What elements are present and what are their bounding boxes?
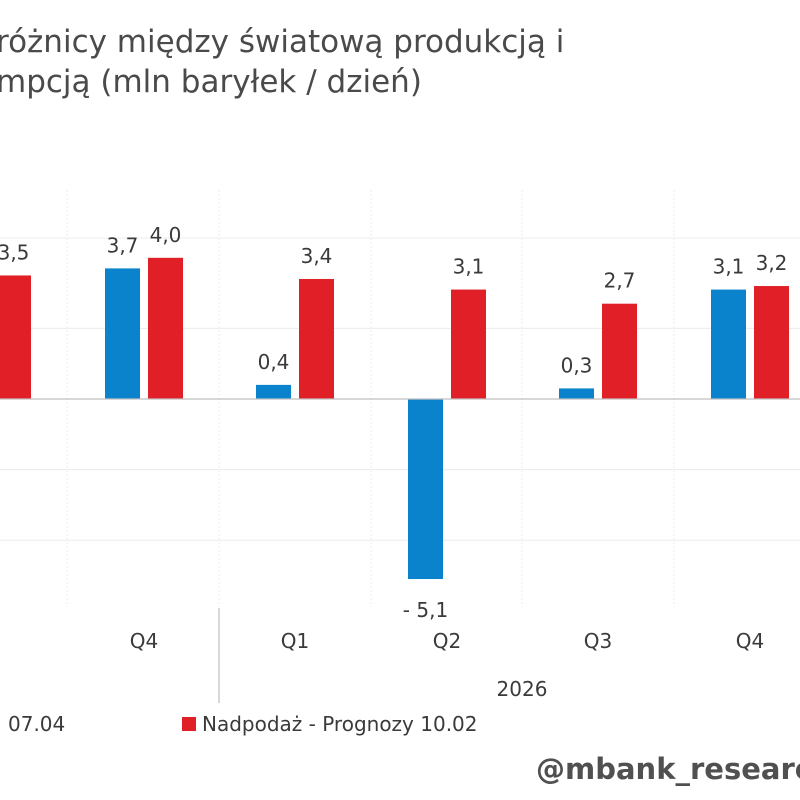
x-tick-label: Q2: [433, 629, 461, 653]
bar-series-1: [256, 384, 291, 399]
data-label-series-1: 0,4: [258, 350, 290, 374]
x-tick-label: Q4: [130, 629, 158, 653]
data-label-series-1: - 5,1: [403, 598, 448, 622]
bar-series-2: [451, 289, 486, 399]
data-label-series-2: 3,5: [0, 240, 29, 264]
legend-item-series-2: Nadpodaż - Prognozy 10.02: [182, 712, 478, 736]
bar-series-1: [408, 399, 443, 580]
bar-series-1: [105, 268, 140, 399]
bar-series-2: [754, 286, 789, 399]
bar-series-2: [602, 303, 637, 399]
legend-label-series-1: 07.04: [8, 712, 66, 736]
bar-series-1: [711, 289, 746, 399]
data-label-series-2: 2,7: [604, 269, 636, 293]
x-tick-label: Q3: [584, 629, 612, 653]
data-label-series-2: 3,4: [301, 244, 333, 268]
chart-title: różnicy między światową produkcją i mpcj…: [0, 22, 776, 102]
data-label-series-1: 3,7: [107, 233, 139, 257]
bar-series-1: [559, 388, 594, 399]
legend-label-series-2: Nadpodaż - Prognozy 10.02: [202, 712, 478, 736]
data-label-series-2: 4,0: [150, 223, 182, 247]
bar-series-2: [0, 275, 31, 399]
bar-series-2: [148, 257, 183, 399]
data-label-series-1: 3,1: [713, 255, 745, 279]
data-label-series-2: 3,2: [756, 251, 788, 275]
chart-title-line-2: mpcją (mln baryłek / dzień): [0, 64, 422, 100]
chart-title-line-1: różnicy między światową produkcją i: [0, 24, 565, 60]
data-label-series-2: 3,1: [453, 255, 485, 279]
x-tick-label: Q1: [281, 629, 309, 653]
bar-series-2: [299, 278, 334, 399]
data-label-series-1: 0,3: [561, 353, 593, 377]
year-group-label: 2026: [497, 677, 548, 701]
x-tick-label: Q4: [736, 629, 764, 653]
legend-item-series-1: 07.04: [0, 712, 65, 736]
legend-swatch-red: [182, 717, 196, 731]
watermark: @mbank_research: [536, 752, 800, 786]
